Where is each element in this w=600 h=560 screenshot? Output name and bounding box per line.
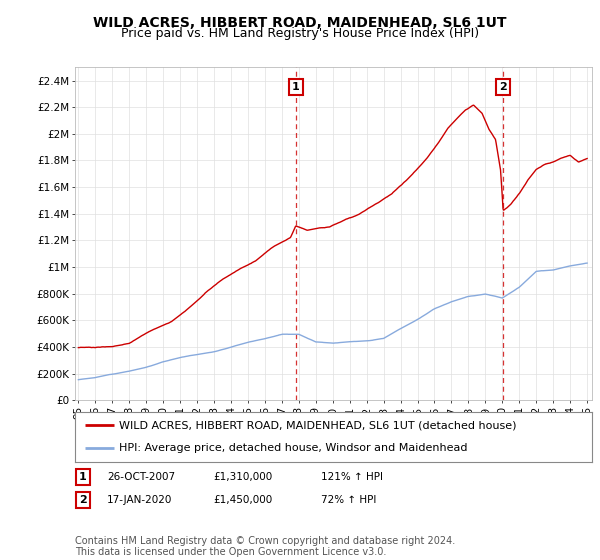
Text: 2: 2 <box>79 495 86 505</box>
Text: 2: 2 <box>499 82 507 92</box>
Text: 1: 1 <box>79 472 86 482</box>
Text: £1,310,000: £1,310,000 <box>213 472 272 482</box>
Text: 1: 1 <box>292 82 299 92</box>
Text: 26-OCT-2007: 26-OCT-2007 <box>107 472 175 482</box>
Text: HPI: Average price, detached house, Windsor and Maidenhead: HPI: Average price, detached house, Wind… <box>119 444 467 454</box>
Text: £1,450,000: £1,450,000 <box>213 495 272 505</box>
Text: 72% ↑ HPI: 72% ↑ HPI <box>321 495 376 505</box>
Text: WILD ACRES, HIBBERT ROAD, MAIDENHEAD, SL6 1UT: WILD ACRES, HIBBERT ROAD, MAIDENHEAD, SL… <box>93 16 507 30</box>
Text: 17-JAN-2020: 17-JAN-2020 <box>107 495 172 505</box>
Text: Contains HM Land Registry data © Crown copyright and database right 2024.
This d: Contains HM Land Registry data © Crown c… <box>75 535 455 557</box>
Text: Price paid vs. HM Land Registry's House Price Index (HPI): Price paid vs. HM Land Registry's House … <box>121 27 479 40</box>
Text: WILD ACRES, HIBBERT ROAD, MAIDENHEAD, SL6 1UT (detached house): WILD ACRES, HIBBERT ROAD, MAIDENHEAD, SL… <box>119 420 517 430</box>
Text: 121% ↑ HPI: 121% ↑ HPI <box>321 472 383 482</box>
